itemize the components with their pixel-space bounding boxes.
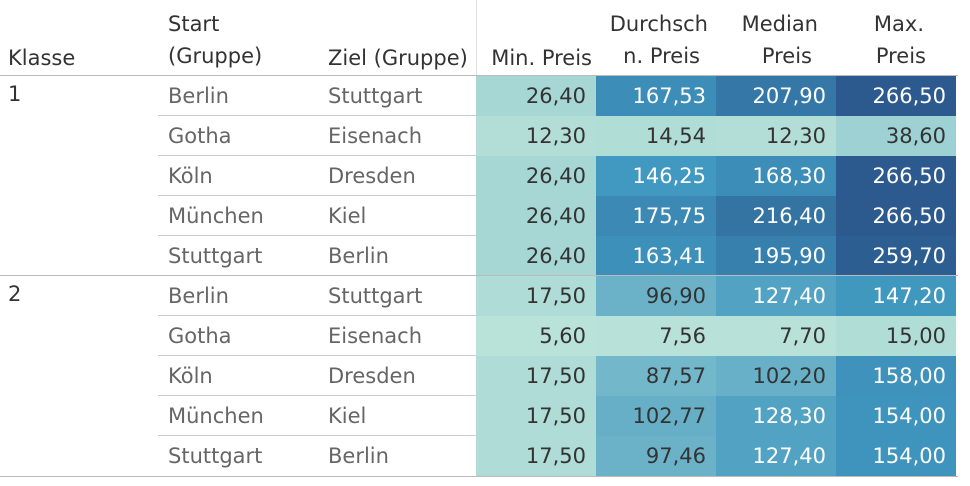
header-avg-line2: n. Preis <box>623 44 700 68</box>
cell-avg: 146,25 <box>596 156 716 196</box>
row-divider <box>158 155 476 156</box>
cell-start: Gotha <box>168 124 232 148</box>
group-divider <box>0 275 958 276</box>
group-divider <box>0 75 958 76</box>
cell-max: 147,20 <box>836 276 956 316</box>
cell-min: 26,40 <box>476 196 596 236</box>
cell-max: 266,50 <box>836 156 956 196</box>
row-divider <box>158 115 476 116</box>
cell-start: Stuttgart <box>168 444 263 468</box>
row-divider <box>158 235 476 236</box>
table-bottom-border <box>0 476 958 477</box>
cell-avg: 102,77 <box>596 396 716 436</box>
row-divider <box>158 195 476 196</box>
header-max-line1: Max. <box>873 12 924 36</box>
cell-min: 17,50 <box>476 436 596 476</box>
cell-ziel: Stuttgart <box>328 84 423 108</box>
cell-start: Köln <box>168 164 213 188</box>
cell-max: 15,00 <box>836 316 956 356</box>
cell-median: 168,30 <box>716 156 836 196</box>
cell-median: 195,90 <box>716 236 836 276</box>
cell-start: Gotha <box>168 324 232 348</box>
cell-ziel: Eisenach <box>328 124 422 148</box>
cell-min: 5,60 <box>476 316 596 356</box>
cell-avg: 87,57 <box>596 356 716 396</box>
cell-min: 17,50 <box>476 356 596 396</box>
cell-min: 26,40 <box>476 156 596 196</box>
cell-median: 207,90 <box>716 76 836 116</box>
cell-max: 38,60 <box>836 116 956 156</box>
row-divider <box>158 435 476 436</box>
cell-min: 17,50 <box>476 396 596 436</box>
klasse-label: 1 <box>8 82 22 106</box>
header-min: Min. Preis <box>491 46 592 70</box>
cell-avg: 167,53 <box>596 76 716 116</box>
header-ziel: Ziel (Gruppe) <box>328 46 468 70</box>
header-start-line2: (Gruppe) <box>168 44 263 68</box>
cell-avg: 14,54 <box>596 116 716 156</box>
cell-start: München <box>168 204 264 228</box>
cell-start: Berlin <box>168 84 229 108</box>
cell-ziel: Dresden <box>328 164 416 188</box>
cell-max: 154,00 <box>836 396 956 436</box>
cell-max: 158,00 <box>836 356 956 396</box>
cell-median: 128,30 <box>716 396 836 436</box>
row-divider <box>158 355 476 356</box>
cell-ziel: Berlin <box>328 444 389 468</box>
header-max-line2: Preis <box>875 44 926 68</box>
cell-min: 26,40 <box>476 236 596 276</box>
row-divider <box>158 315 476 316</box>
cell-max: 259,70 <box>836 236 956 276</box>
cell-avg: 97,46 <box>596 436 716 476</box>
cell-median: 216,40 <box>716 196 836 236</box>
cell-max: 154,00 <box>836 436 956 476</box>
cell-avg: 175,75 <box>596 196 716 236</box>
header-start-line1: Start <box>168 12 220 36</box>
cell-min: 12,30 <box>476 116 596 156</box>
cell-median: 127,40 <box>716 436 836 476</box>
header-klasse: Klasse <box>8 46 76 70</box>
header-avg-line1: Durchsch <box>609 12 708 36</box>
klasse-label: 2 <box>8 282 22 306</box>
cell-median: 12,30 <box>716 116 836 156</box>
cell-ziel: Kiel <box>328 204 367 228</box>
cell-start: Köln <box>168 364 213 388</box>
header-divider <box>476 0 477 75</box>
cell-avg: 96,90 <box>596 276 716 316</box>
cell-min: 17,50 <box>476 276 596 316</box>
cell-start: Stuttgart <box>168 244 263 268</box>
cell-start: München <box>168 404 264 428</box>
cell-ziel: Stuttgart <box>328 284 423 308</box>
cell-ziel: Berlin <box>328 244 389 268</box>
cell-median: 127,40 <box>716 276 836 316</box>
cell-avg: 7,56 <box>596 316 716 356</box>
header-median-line1: Median <box>741 12 818 36</box>
cell-max: 266,50 <box>836 76 956 116</box>
cell-median: 7,70 <box>716 316 836 356</box>
cell-ziel: Dresden <box>328 364 416 388</box>
cell-min: 26,40 <box>476 76 596 116</box>
header-median-line2: Preis <box>761 44 812 68</box>
cell-max: 266,50 <box>836 196 956 236</box>
cell-ziel: Eisenach <box>328 324 422 348</box>
cell-median: 102,20 <box>716 356 836 396</box>
row-divider <box>158 395 476 396</box>
cell-start: Berlin <box>168 284 229 308</box>
cell-ziel: Kiel <box>328 404 367 428</box>
cell-avg: 163,41 <box>596 236 716 276</box>
